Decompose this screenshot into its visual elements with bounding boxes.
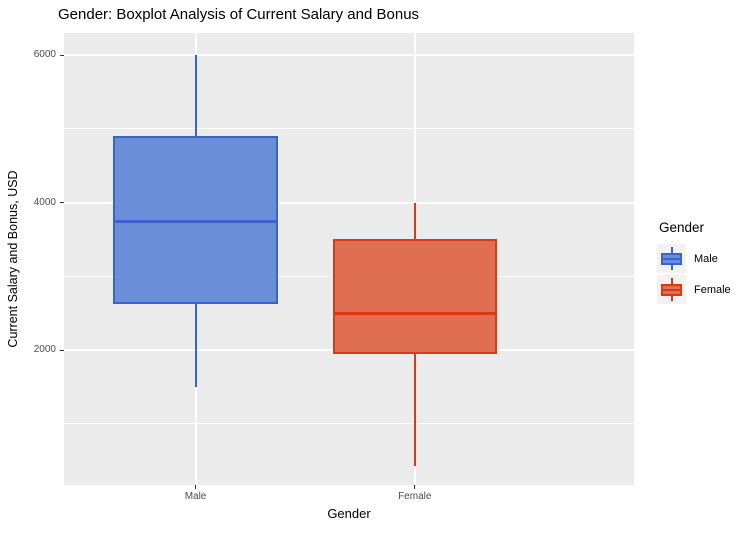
x-tick-mark (414, 485, 416, 489)
gridline-minor (64, 128, 634, 130)
legend-entries: Male Female (657, 244, 731, 304)
legend-title: Gender (659, 220, 705, 235)
legend-entry: Female (657, 275, 731, 304)
y-tick-mark (60, 349, 64, 351)
x-tick-label: Female (398, 491, 432, 502)
y-tick-mark (60, 54, 64, 56)
gridline-major (64, 201, 634, 204)
median-line (113, 219, 278, 223)
legend-entry-label: Female (694, 283, 731, 296)
x-tick-label: Male (184, 491, 207, 502)
chart-title: Gender: Boxplot Analysis of Current Sala… (58, 6, 420, 23)
y-tick-label: 6000 (33, 49, 56, 61)
legend-key-median (661, 288, 682, 291)
y-tick-mark (60, 202, 64, 204)
median-line (332, 311, 497, 315)
legend-key (657, 244, 686, 273)
legend-entry: Male (657, 244, 731, 273)
gridline-minor (64, 423, 634, 425)
y-tick-label: 4000 (33, 196, 56, 208)
x-tick-mark (195, 485, 197, 489)
x-axis-title: Gender (327, 506, 371, 521)
y-axis-title: Current Salary and Bonus, USD (6, 170, 20, 348)
legend: Gender Male Female (657, 220, 731, 306)
legend-key-median (661, 257, 682, 260)
legend-key (657, 275, 686, 304)
y-tick-label: 2000 (33, 344, 56, 356)
box (332, 239, 497, 354)
gridline-major (64, 54, 634, 57)
legend-entry-label: Male (694, 252, 718, 265)
